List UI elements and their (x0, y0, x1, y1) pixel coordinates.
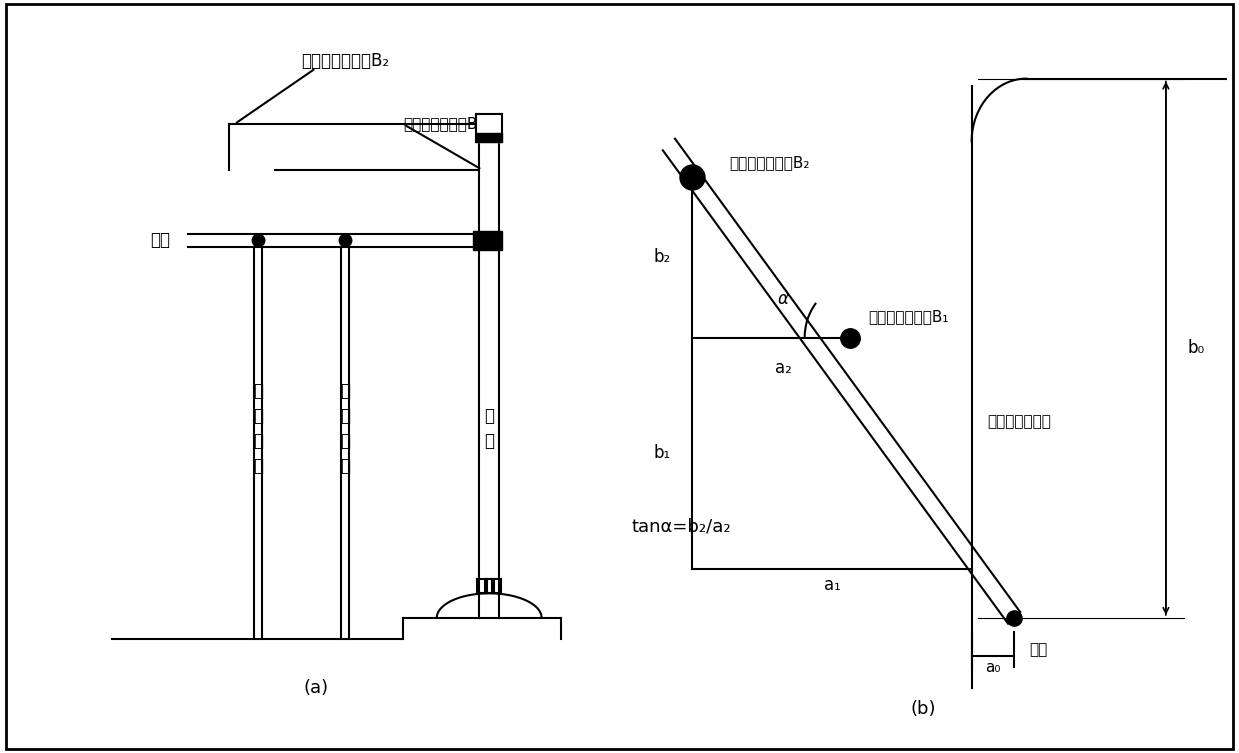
Text: a₀: a₀ (985, 660, 1001, 675)
Text: b₁: b₁ (654, 444, 672, 462)
Text: tanα=b₂/a₂: tanα=b₂/a₂ (632, 518, 731, 536)
Text: (a): (a) (304, 679, 328, 697)
Text: 红
外
光
束: 红 外 光 束 (253, 383, 263, 475)
Text: 立
柱: 立 柱 (484, 407, 494, 450)
Text: 红外测距传感器B₁: 红外测距传感器B₁ (869, 309, 949, 325)
Text: a₂: a₂ (774, 358, 792, 376)
Text: 红外测距传感器B₁: 红外测距传感器B₁ (403, 117, 483, 132)
Text: (b): (b) (911, 700, 935, 718)
Text: 红外测距传感器B₂: 红外测距传感器B₂ (301, 52, 389, 70)
Polygon shape (476, 114, 502, 142)
Text: α: α (778, 290, 789, 308)
Text: 红
外
光
束: 红 外 光 束 (339, 383, 351, 475)
Text: 出口右侧路缘线: 出口右侧路缘线 (986, 414, 1051, 429)
Text: 红外测距传感器B₂: 红外测距传感器B₂ (729, 155, 809, 170)
Text: 横杆: 横杆 (150, 231, 171, 249)
Text: 立柱: 立柱 (1030, 642, 1047, 657)
Text: b₂: b₂ (654, 248, 672, 267)
Polygon shape (473, 230, 502, 250)
Text: a₁: a₁ (824, 576, 840, 594)
Text: b₀: b₀ (1187, 339, 1204, 357)
Polygon shape (476, 133, 502, 142)
